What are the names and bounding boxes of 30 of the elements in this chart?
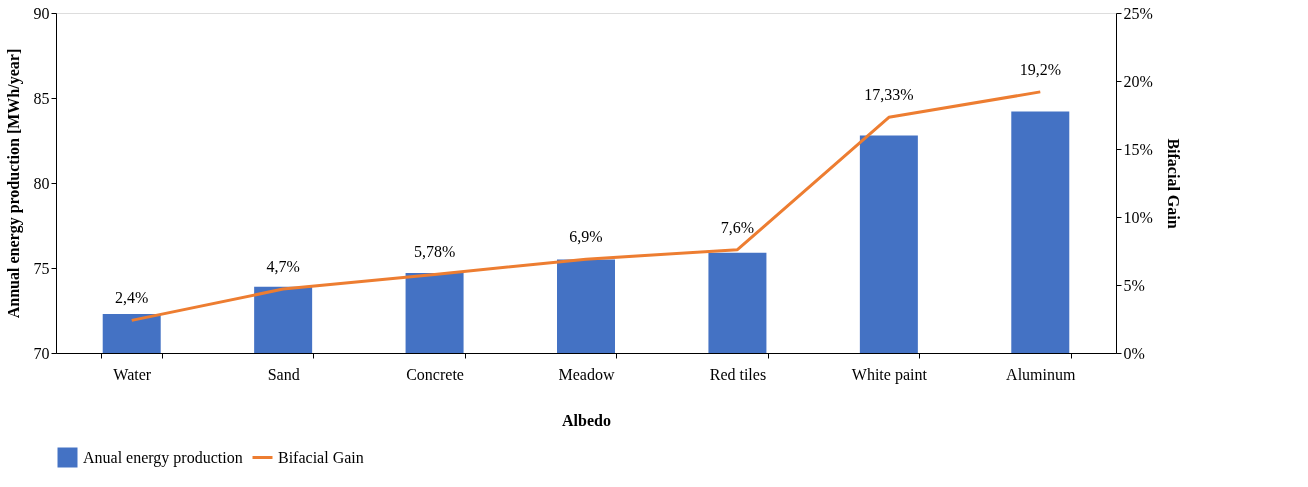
x-tick-label: White paint [851,365,928,384]
y2-axis-title: Bifacial Gain [1164,138,1182,229]
x-tick-label: Water [113,365,152,383]
y-tick-label: 90 [33,4,50,22]
data-label: 4,7% [266,258,300,276]
x-tick-label: Red tiles [709,365,767,383]
data-label: 7,6% [720,218,755,236]
data-label: 19,2% [1019,60,1061,78]
x-tick-label: Meadow [558,365,615,383]
y2-tick-label: 5% [1123,276,1145,294]
data-label: 2,4% [115,289,149,307]
y2-tick-label: 0% [1123,344,1145,362]
x-axis-title: Albedo [562,411,611,429]
y2-tick-label: 10% [1123,208,1153,226]
y2-tick-label: 20% [1123,72,1153,90]
y-tick-label: 80 [33,174,50,192]
y-tick-label: 70 [33,344,50,362]
legend-label: Anual energy production [83,448,243,467]
x-tick-label: Sand [267,365,300,383]
y-tick-label: 75 [33,259,50,277]
x-tick-label: Aluminum [1006,365,1076,383]
data-label: 17,33% [864,86,914,104]
y2-tick-label: 25% [1123,4,1153,22]
data-label: 5,78% [413,243,456,261]
y2-tick-label: 15% [1123,140,1153,158]
legend-label: Bifacial Gain [278,448,364,466]
x-tick-label: Concrete [406,365,464,383]
y-tick-label: 85 [33,89,50,107]
data-label: 6,9% [569,228,603,246]
y-axis-title: Annual energy production [MWh/year] [4,48,23,319]
